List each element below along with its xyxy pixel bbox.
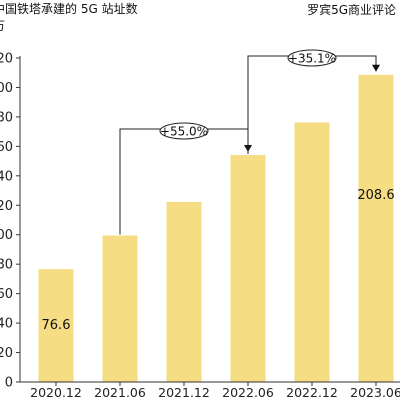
growth-annotations: +55.0% +35.1% [119, 49, 380, 235]
bars: 76.6 208.6 [38, 74, 395, 382]
bar [358, 74, 394, 382]
y-tick-label: 80 [0, 258, 13, 273]
y-tick-label: 0 [5, 376, 13, 391]
bar [230, 155, 266, 382]
x-tick-label: 2023.06 [350, 385, 400, 400]
data-label: 76.6 [42, 318, 71, 333]
y-tick-label: 140 [0, 169, 13, 184]
brand-watermark: 罗宾5G商业评论 [307, 3, 396, 17]
arrow-head [372, 64, 380, 72]
y-tick-label: 160 [0, 140, 13, 155]
y-tick-label: 20 [0, 346, 13, 361]
bar [102, 235, 138, 382]
chart-title: 中国铁塔承建的 5G 站址数 [0, 2, 138, 16]
y-tick-label: 220 [0, 52, 13, 67]
y-tick-label: 40 [0, 317, 13, 332]
bar [166, 201, 202, 382]
y-axis-unit: 万 [0, 18, 5, 34]
x-axis: 2020.12 2021.06 2021.12 2022.06 2022.12 2023.… [20, 381, 400, 400]
growth-label: +35.1% [288, 52, 336, 66]
x-tick-label: 2020.12 [30, 385, 82, 400]
x-tick-label: 2021.12 [158, 385, 210, 400]
y-tick-label: 60 [0, 287, 13, 302]
growth-badge [287, 49, 337, 67]
y-tick-label: 120 [0, 199, 13, 214]
bar [294, 122, 330, 382]
x-tick-label: 2022.12 [286, 385, 338, 400]
y-axis: 0 20 40 60 80 100 120 140 160 180 200 220 [0, 52, 21, 391]
growth-label: +55.0% [160, 125, 208, 139]
y-tick-label: 100 [0, 228, 13, 243]
growth-badge [159, 122, 209, 140]
x-tick-label: 2021.06 [94, 385, 146, 400]
y-tick-label: 180 [0, 110, 13, 125]
y-tick-label: 200 [0, 81, 13, 96]
x-tick-label: 2022.06 [222, 385, 274, 400]
data-label: 208.6 [357, 188, 394, 203]
bar [38, 269, 74, 382]
